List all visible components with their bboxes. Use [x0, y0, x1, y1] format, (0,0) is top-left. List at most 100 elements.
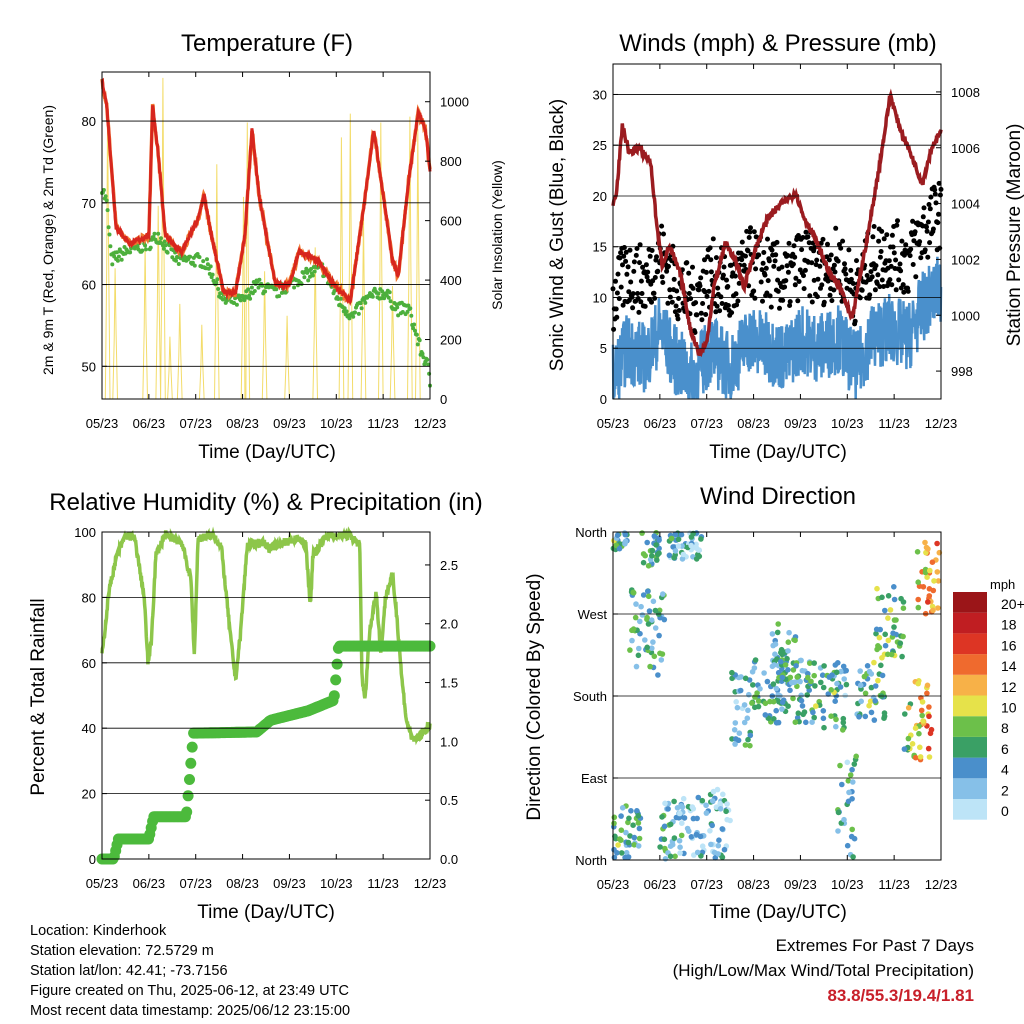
dewpoint-point: [110, 262, 115, 267]
dewpoint-point: [144, 247, 148, 252]
direction-point: [879, 655, 885, 661]
direction-point: [671, 835, 678, 841]
gust-point: [879, 228, 885, 234]
direction-point: [630, 589, 637, 596]
direction-point: [640, 592, 647, 598]
dewpoint-point: [108, 244, 113, 249]
legend-swatch: [953, 674, 987, 696]
temperature-panel: Temperature (F) Time (Day/UTC) 2m & 9m T…: [40, 30, 505, 463]
gust-point: [907, 253, 913, 259]
direction-point: [922, 539, 928, 546]
gust-point: [729, 310, 735, 316]
gust-point: [910, 262, 916, 267]
dewpoint-point: [106, 225, 111, 230]
gust-point: [814, 294, 820, 300]
gust-point: [811, 277, 817, 283]
gust-point: [631, 259, 637, 265]
gust-point: [787, 299, 793, 305]
dewpoint-point: [210, 272, 215, 277]
direction-point: [752, 657, 759, 663]
gust-point: [764, 290, 770, 296]
legend-label: 12: [1001, 679, 1017, 695]
gust-point: [925, 254, 931, 260]
gust-point: [888, 263, 894, 269]
y-tick-label: 1.5: [440, 676, 458, 691]
direction-point: [931, 578, 937, 584]
dewpoint-point: [257, 277, 262, 282]
dewpoint-point: [380, 289, 385, 294]
direction-point: [631, 842, 637, 848]
direction-point: [801, 709, 808, 715]
humidity-plot-area: [96, 526, 436, 865]
y-tick-label: 1004: [951, 197, 980, 212]
gust-point: [774, 239, 780, 245]
gust-point: [630, 305, 636, 311]
gust-point: [773, 252, 779, 258]
dewpoint-point: [234, 302, 239, 307]
direction-title: Wind Direction: [700, 483, 856, 510]
gust-point: [741, 262, 747, 268]
direction-point: [844, 759, 851, 766]
gust-point: [655, 268, 661, 274]
direction-point: [919, 712, 925, 719]
gust-point: [747, 229, 753, 235]
x-tick-label: 11/23: [878, 416, 910, 431]
gust-point: [669, 299, 675, 305]
dewpoint-point: [162, 239, 167, 244]
legend-label: 6: [1001, 741, 1009, 757]
sonic-wind-line: [611, 256, 943, 400]
precip-point: [181, 806, 193, 818]
x-tick-label: 12/23: [925, 416, 958, 431]
direction-point: [840, 719, 847, 726]
gust-point: [791, 243, 797, 249]
gust-point: [618, 284, 624, 290]
legend-swatch: [953, 778, 987, 799]
direction-point: [644, 539, 650, 546]
direction-point: [850, 854, 856, 860]
dewpoint-point: [359, 306, 364, 311]
gust-point: [725, 284, 731, 289]
y-tick-label: 50: [82, 359, 96, 374]
direction-point: [622, 854, 628, 861]
direction-point: [666, 552, 673, 559]
x-tick-label: 10/23: [320, 416, 353, 431]
direction-point: [677, 844, 683, 850]
dewpoint-point: [148, 245, 153, 250]
gust-point: [799, 247, 805, 253]
gust-point: [930, 226, 936, 232]
direction-point: [778, 658, 784, 665]
gust-point: [889, 232, 895, 238]
dewpoint-point: [309, 267, 313, 271]
direction-point: [648, 617, 655, 623]
direction-point: [618, 850, 625, 856]
direction-panel: Wind Direction Time (Day/UTC) Direction …: [524, 483, 1024, 923]
gust-point: [766, 258, 772, 264]
gust-point: [708, 269, 714, 275]
gust-point: [760, 260, 766, 266]
legend-label: 14: [1001, 658, 1017, 674]
direction-point: [841, 676, 847, 682]
dewpoint-point: [174, 258, 178, 263]
gust-point: [761, 250, 767, 255]
y-tick-label: 70: [82, 196, 96, 211]
direction-point: [762, 712, 769, 718]
direction-point: [934, 569, 941, 575]
direction-point: [808, 678, 814, 685]
dewpoint-point: [395, 305, 400, 310]
direction-plot-area: [610, 530, 943, 862]
temperature-xlabel: Time (Day/UTC): [198, 442, 336, 463]
winds-ylabel-right: Station Pressure (Maroon): [1004, 124, 1024, 347]
direction-point: [812, 683, 818, 689]
gust-point: [848, 276, 854, 282]
gust-point: [686, 270, 692, 276]
direction-point: [733, 699, 739, 705]
gust-point: [912, 229, 918, 235]
direction-point: [629, 637, 635, 644]
direction-point: [876, 634, 883, 641]
gust-point: [848, 267, 854, 273]
gust-point: [877, 284, 883, 290]
dewpoint-point: [140, 248, 145, 253]
direction-point: [720, 791, 726, 798]
direction-point: [901, 746, 908, 752]
